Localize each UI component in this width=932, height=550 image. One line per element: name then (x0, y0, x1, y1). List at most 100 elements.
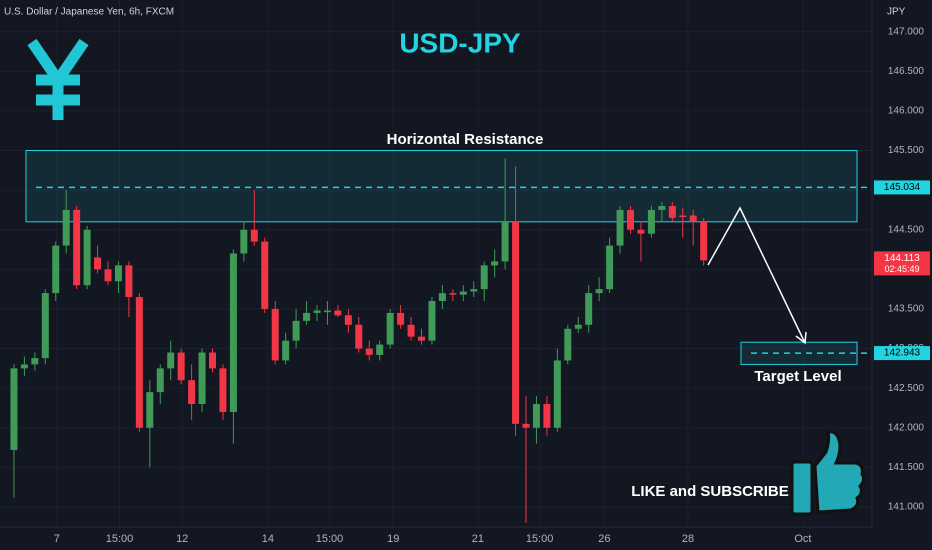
candle-body (334, 310, 342, 316)
candle-body (480, 265, 488, 290)
candle-body (125, 265, 133, 298)
candle-body (313, 310, 321, 313)
x-tick-label: 15:00 (526, 533, 554, 545)
y-tick-label: 147.000 (888, 26, 925, 37)
x-tick-label: 26 (598, 533, 610, 545)
projection-arrow (707, 206, 806, 344)
candle-body (10, 368, 18, 450)
candle-body (355, 324, 363, 349)
candle-body (668, 205, 676, 218)
candle-body (512, 221, 520, 424)
price-tag (874, 180, 930, 195)
grid (0, 0, 872, 527)
candle-body (606, 245, 614, 290)
x-tick-label: 19 (387, 533, 399, 545)
candle-body (20, 364, 28, 369)
x-tick-label: 12 (176, 533, 188, 545)
candle-body (31, 358, 39, 365)
candle-body (282, 340, 290, 361)
y-tick-label: 146.500 (888, 66, 925, 77)
candle-body (564, 328, 572, 361)
call-to-action: LIKE and SUBSCRIBE (631, 483, 789, 500)
price-tag-label: 145.034 (884, 182, 921, 193)
countdown: 02:45:49 (884, 264, 919, 274)
thumbs-up-icon (790, 430, 866, 516)
candle-body (219, 368, 227, 412)
candle-body (198, 352, 206, 405)
price-tag (874, 346, 930, 361)
candle-body (595, 289, 603, 294)
candle-body (532, 404, 540, 428)
candle-body (647, 209, 655, 234)
candle-body (449, 293, 457, 295)
candle-body (637, 229, 645, 234)
candle-body (491, 261, 499, 266)
candle-body (616, 209, 624, 246)
candle-body (177, 352, 185, 381)
x-tick-label: 15:00 (106, 533, 134, 545)
last-price-tag (874, 251, 930, 276)
candle-body (407, 324, 415, 337)
x-tick-label: 28 (682, 533, 694, 545)
candle-body (73, 209, 81, 286)
candle-body (574, 324, 582, 329)
x-tick-label: 15:00 (316, 533, 344, 545)
candle-body (501, 221, 509, 262)
y-tick-label: 145.500 (888, 145, 925, 156)
axes: 147.000146.500146.000145.500145.000144.5… (54, 26, 930, 545)
candle-body (553, 360, 561, 428)
labels: U.S. Dollar / Japanese Yen, 6h, FXCM JPY… (4, 7, 906, 500)
candle-body (376, 344, 384, 355)
candle-body (135, 297, 143, 428)
chart-title: USD-JPY (399, 27, 521, 58)
candle-body (146, 392, 154, 428)
candle-body (41, 293, 49, 359)
candle-body (543, 404, 551, 428)
candle-body (188, 380, 196, 405)
candle-body (658, 205, 666, 210)
candle-body (585, 293, 593, 325)
candle-body (386, 312, 394, 345)
candle-body (679, 215, 687, 218)
candle-body (261, 241, 269, 309)
candle-body (156, 368, 164, 393)
candle-body (459, 291, 467, 295)
candle-body (700, 221, 708, 261)
y-tick-label: 141.500 (888, 462, 925, 473)
arrow-head (795, 331, 807, 345)
candle-body (229, 253, 237, 412)
candle-body (470, 289, 478, 292)
candle-body (83, 229, 91, 286)
y-axis-label: JPY (887, 7, 906, 18)
x-tick-label: 7 (54, 533, 60, 545)
candle-body (365, 348, 373, 355)
x-tick-label: 21 (472, 533, 484, 545)
x-tick-label: Oct (794, 533, 811, 545)
candles (10, 158, 708, 523)
y-tick-label: 142.500 (888, 383, 925, 394)
candle-body (344, 315, 352, 325)
candle-body (250, 229, 258, 242)
candle-body (114, 265, 122, 282)
candle-body (292, 320, 300, 341)
resistance-label: Horizontal Resistance (387, 131, 544, 148)
y-tick-label: 143.500 (888, 304, 925, 315)
candle-body (271, 308, 279, 361)
candle-body (240, 229, 248, 254)
y-tick-label: 144.500 (888, 224, 925, 235)
candle-body (323, 310, 331, 313)
candle-body (94, 257, 102, 270)
candle-body (52, 245, 60, 294)
target-label: Target Level (754, 368, 841, 385)
chart-subtitle: U.S. Dollar / Japanese Yen, 6h, FXCM (4, 7, 174, 18)
candle-body (104, 269, 112, 282)
candle-body (62, 209, 70, 246)
zones (25, 150, 872, 365)
candle-body (689, 215, 697, 222)
candle-body (522, 423, 530, 428)
candle-body (167, 352, 175, 369)
candle-body (627, 209, 634, 230)
candle-body (303, 312, 311, 321)
